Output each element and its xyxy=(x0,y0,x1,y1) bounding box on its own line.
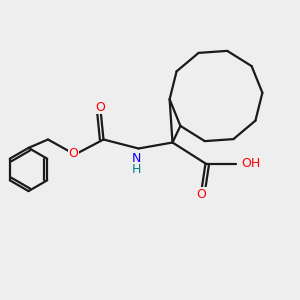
Text: O: O xyxy=(196,188,206,201)
Text: O: O xyxy=(96,100,105,114)
Text: O: O xyxy=(69,146,78,160)
Text: H: H xyxy=(131,163,141,176)
Text: OH: OH xyxy=(241,157,260,170)
Text: N: N xyxy=(131,152,141,165)
